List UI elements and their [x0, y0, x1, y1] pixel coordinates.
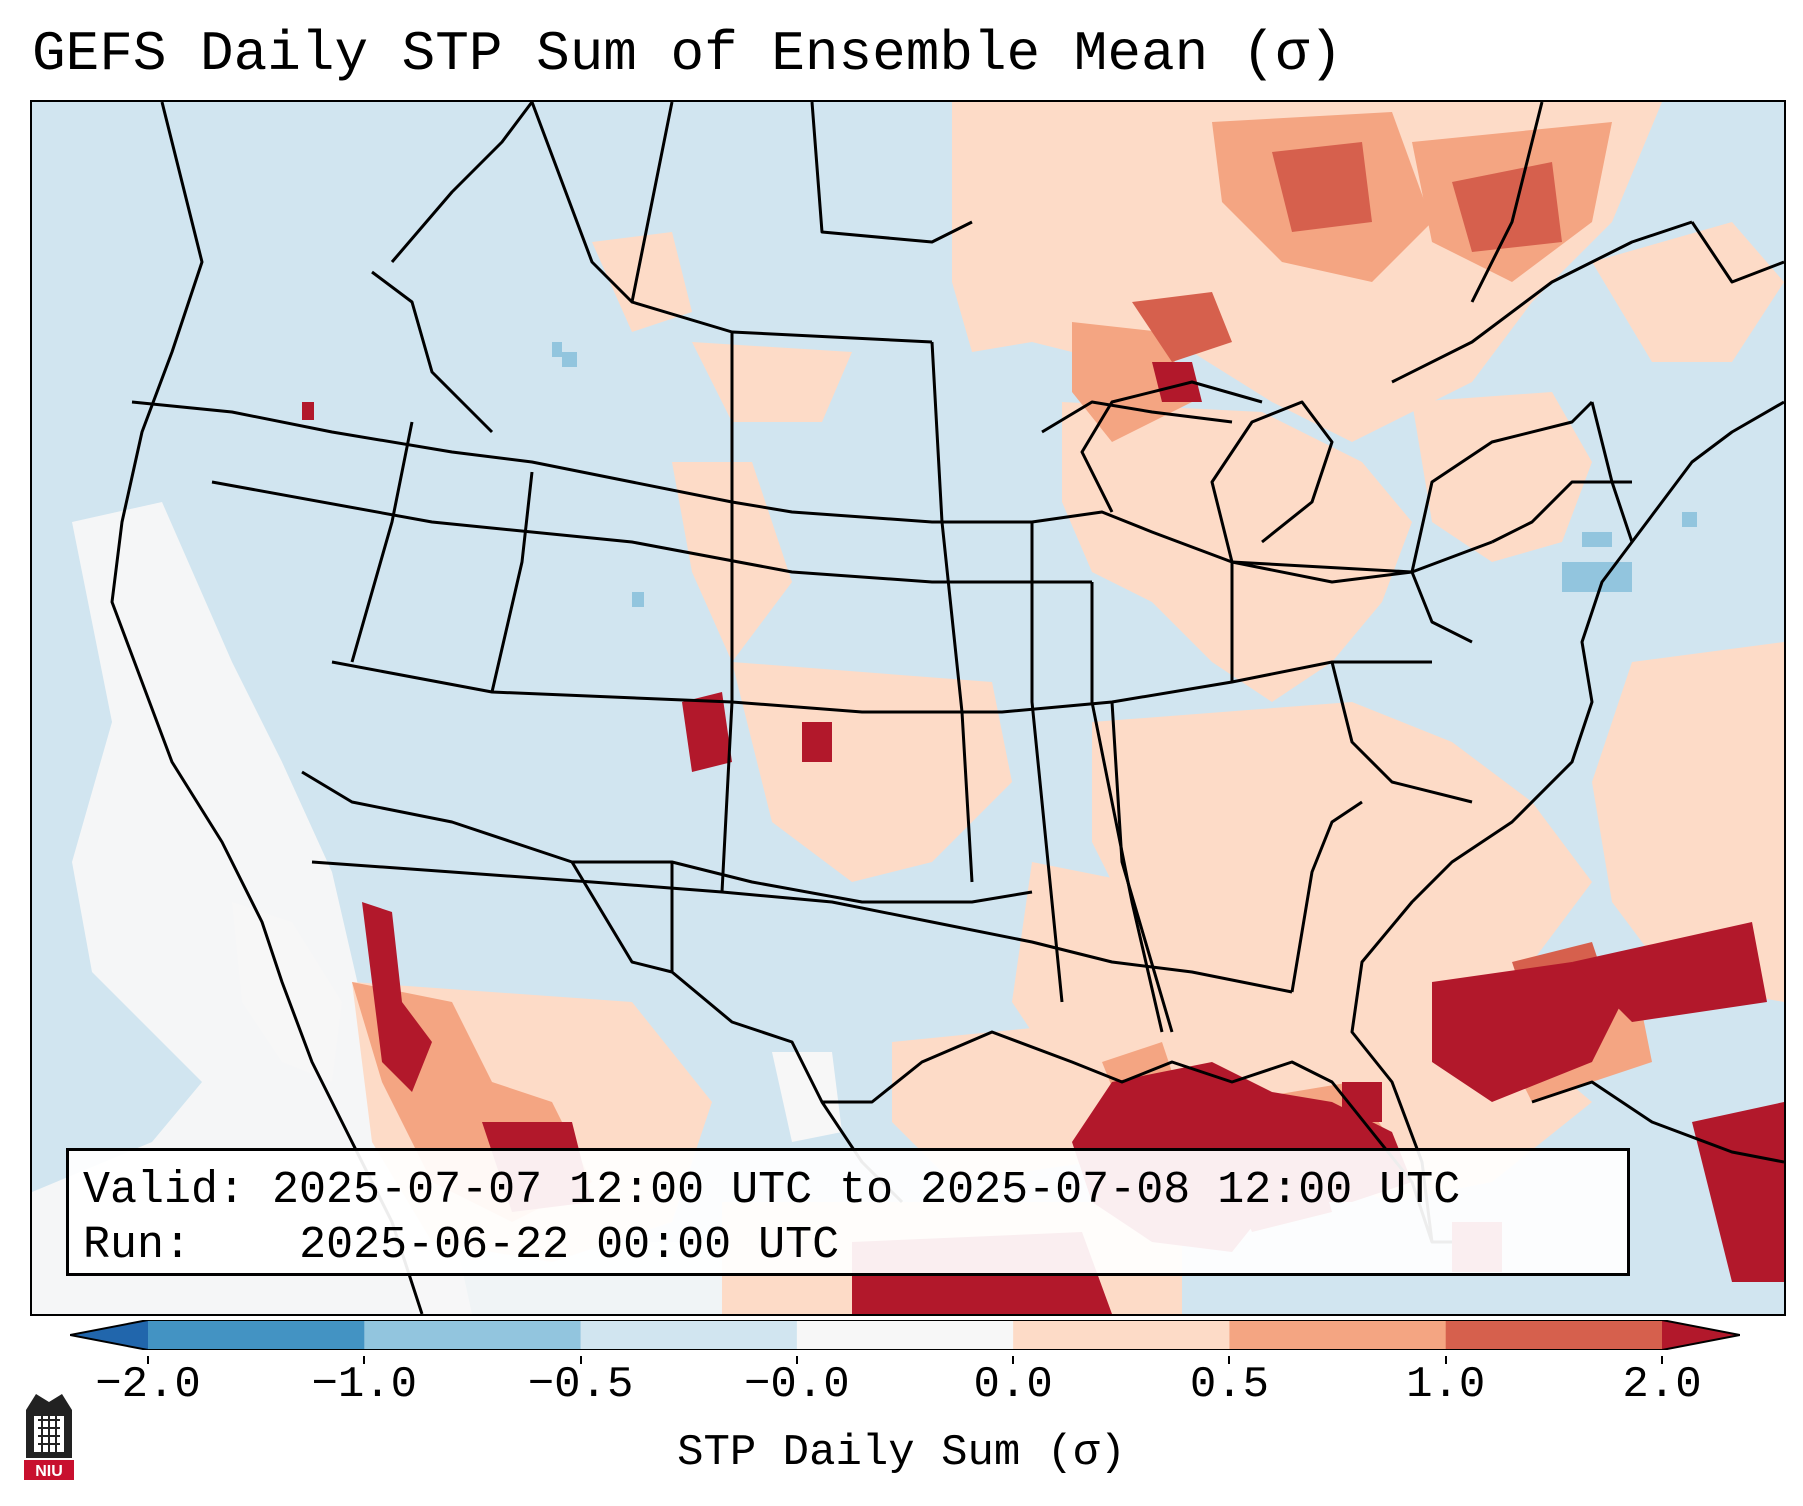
colorbar-bin — [580, 1320, 798, 1350]
colorbar-bin — [796, 1320, 1014, 1350]
run-label: Run: — [83, 1220, 192, 1271]
colorbar-tick-mark — [795, 1356, 798, 1364]
colorbar-ticks: −2.0 −1.0 −0.5 −0.0 0.0 0.5 1.0 2.0 — [0, 1356, 1803, 1410]
colorbar-tick-label: −0.5 — [527, 1360, 634, 1410]
colorbar-tick-label: −2.0 — [95, 1360, 201, 1410]
colorbar-tick-label: 1.0 — [1406, 1360, 1486, 1410]
chart-title: GEFS Daily STP Sum of Ensemble Mean (σ) — [32, 22, 1343, 86]
niu-logo: NIU — [24, 1394, 74, 1480]
colorbar-bin — [1013, 1320, 1230, 1350]
colorbar-tick-mark — [363, 1356, 366, 1364]
colorbar-bin — [1445, 1320, 1663, 1350]
colorbar-label: STP Daily Sum (σ) — [677, 1428, 1126, 1478]
colorbar-tick-mark — [579, 1356, 582, 1364]
valid-label: Valid: — [83, 1165, 246, 1216]
colorbar-tick-mark — [1012, 1356, 1015, 1364]
niu-logo-text: NIU — [35, 1463, 63, 1480]
colorbar-tick-mark — [1228, 1356, 1231, 1364]
colorbar-tick-label: 0.0 — [973, 1360, 1053, 1410]
colorbar-tick-mark — [1444, 1356, 1447, 1364]
valid-value: 2025-07-07 12:00 UTC to 2025-07-08 12:00… — [272, 1165, 1461, 1216]
colorbar-tick-label: 2.0 — [1622, 1360, 1702, 1410]
colorbar-bin — [364, 1320, 582, 1350]
colorbar-tick-label: 0.5 — [1189, 1360, 1270, 1410]
map-panel[interactable] — [30, 100, 1786, 1316]
colorbar-tick-mark — [1661, 1356, 1663, 1364]
map-canvas — [32, 102, 1784, 1314]
political-boundaries — [110, 102, 1784, 1314]
colorbar-bin — [148, 1320, 365, 1350]
colorbar — [70, 1320, 1740, 1350]
colorbar-over-extend — [1662, 1320, 1740, 1350]
colorbar-under-extend — [70, 1320, 148, 1350]
negative-regions — [552, 342, 1697, 607]
run-info-box: Valid: 2025-07-07 12:00 UTC to 2025-07-0… — [66, 1148, 1630, 1276]
colorbar-tick-label: −1.0 — [311, 1360, 418, 1410]
run-value: 2025-06-22 00:00 UTC — [299, 1220, 840, 1271]
colorbar-bin — [1229, 1320, 1447, 1350]
colorbar-tick-mark — [147, 1356, 149, 1364]
colorbar-tick-label: −0.0 — [744, 1360, 850, 1410]
